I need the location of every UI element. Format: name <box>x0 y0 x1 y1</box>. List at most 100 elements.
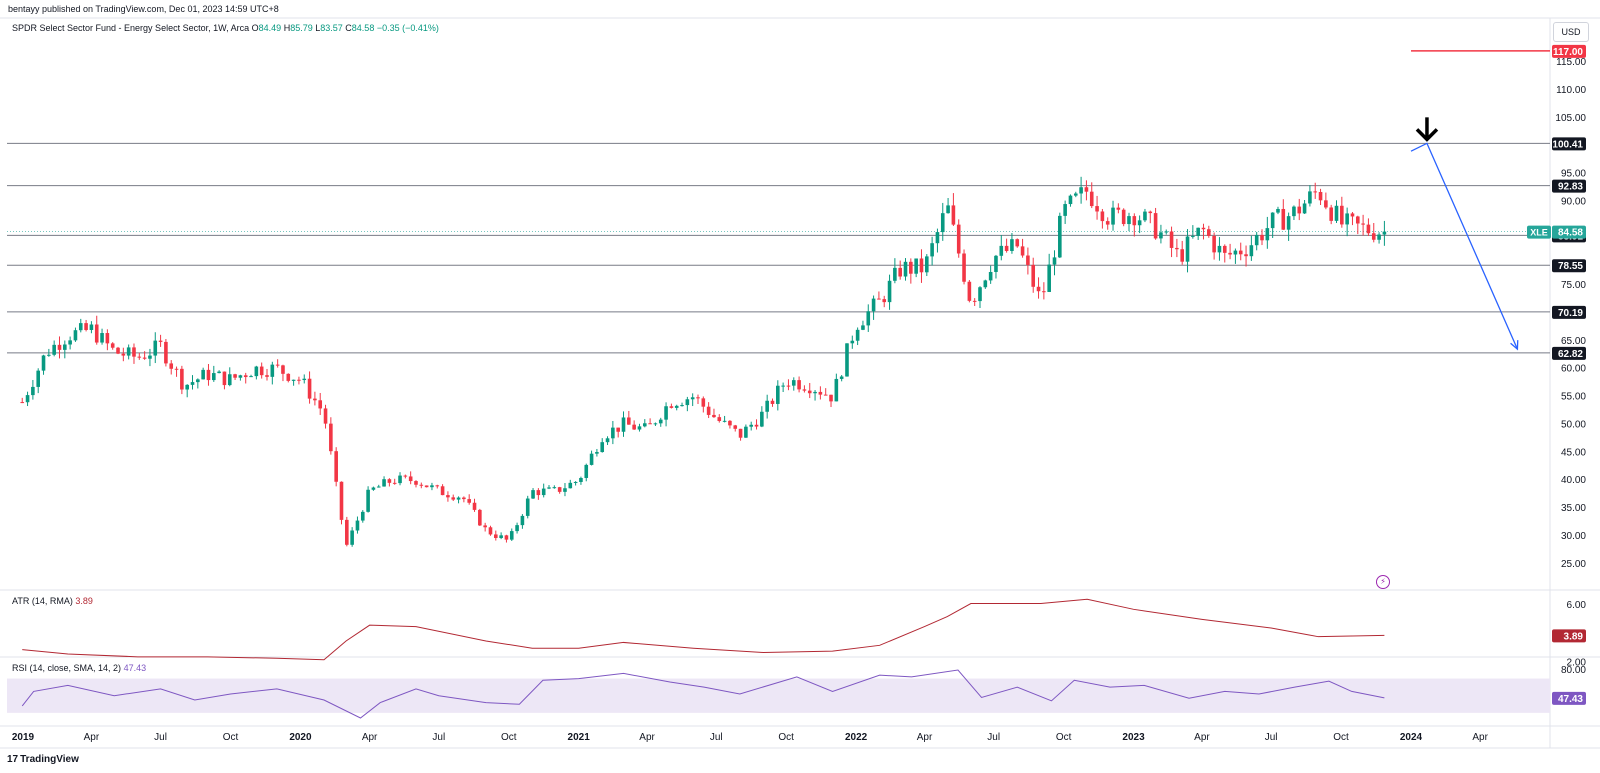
candle-body <box>451 497 456 500</box>
candle-body <box>611 427 615 439</box>
candle-body <box>1377 234 1381 240</box>
candle-body <box>776 385 780 404</box>
candle-body <box>318 400 323 409</box>
level-price-label: 78.55 <box>1558 261 1583 272</box>
down-arrow-icon <box>1415 128 1439 142</box>
candle-body <box>169 363 174 369</box>
candle-body <box>126 347 131 356</box>
price-tick-label: 50.00 <box>1561 419 1586 430</box>
rsi-value-label: 47.43 <box>1558 694 1583 705</box>
candle-body <box>956 224 961 254</box>
candle-body <box>600 442 605 453</box>
candle-body <box>664 406 668 420</box>
candle-body <box>717 417 722 422</box>
candle-body <box>185 384 189 390</box>
candle-body <box>217 371 221 374</box>
level-price-tag <box>1552 137 1586 151</box>
candle-body <box>174 368 179 370</box>
candle-body <box>722 420 727 422</box>
candle-body <box>254 366 259 377</box>
candle-body <box>1159 232 1163 239</box>
time-tick-label: Oct <box>1056 732 1072 743</box>
price-tick-label: 35.00 <box>1561 503 1586 514</box>
level-price-label: 92.83 <box>1558 182 1583 193</box>
atr-pane: 6.00 2.00 3.89 <box>22 598 1587 669</box>
candle-body <box>504 535 509 540</box>
candle-body <box>802 389 807 391</box>
close-value: 84.58 <box>351 23 375 33</box>
candle-body <box>882 299 887 303</box>
candle-body <box>366 489 370 512</box>
rsi-value-tag <box>1552 691 1586 705</box>
price-tick-label: 55.00 <box>1561 392 1586 403</box>
level-price-tag <box>1552 346 1586 360</box>
candle-body <box>430 485 434 488</box>
candle-body <box>914 258 918 274</box>
candle-body <box>823 394 828 396</box>
level-price-tag <box>1552 305 1586 319</box>
candle-body <box>1052 257 1057 265</box>
candle-body <box>1366 224 1371 234</box>
candle-body <box>63 344 67 350</box>
candle-body <box>1148 211 1153 214</box>
candle-body <box>744 426 748 438</box>
candle-body <box>1212 235 1216 253</box>
candle-body <box>765 400 769 412</box>
candle-body <box>845 343 849 377</box>
rsi-band <box>7 678 1550 713</box>
open-label: O <box>251 23 259 33</box>
candle-body <box>967 281 972 301</box>
candle-body <box>541 488 546 496</box>
candle-body <box>355 520 360 531</box>
candle-body <box>73 330 78 341</box>
candle-body <box>536 490 541 496</box>
lightning-icon[interactable]: ⚡ <box>1376 575 1390 589</box>
candle-body <box>47 354 51 356</box>
projection-drawing <box>1410 117 1519 351</box>
candle-body <box>222 371 227 386</box>
candle-body <box>1196 227 1200 236</box>
atr-tick-label: 6.00 <box>1567 600 1587 611</box>
candle-body <box>100 333 104 343</box>
high-label: H <box>283 23 291 33</box>
candle-body <box>382 479 386 487</box>
candle-body <box>408 476 413 482</box>
candle-body <box>547 487 551 489</box>
time-tick-label: 2020 <box>289 732 312 743</box>
candle-body <box>89 324 94 330</box>
price-axis: 115.00 110.00 105.00 95.00 90.00 75.00 65.00 60… <box>1527 44 1586 570</box>
candle-body <box>41 355 46 371</box>
candle-body <box>424 485 429 488</box>
candle-body <box>164 341 168 364</box>
time-tick-label: 2019 <box>12 732 35 743</box>
candle-body <box>1345 213 1349 225</box>
candle-body <box>132 347 136 357</box>
atr-legend-value: 3.89 <box>75 596 93 606</box>
candle-body <box>1164 231 1169 233</box>
candle-body <box>211 373 216 381</box>
candle-body <box>1121 209 1126 225</box>
time-tick-label: Jul <box>154 732 167 743</box>
candle-body <box>1329 207 1333 221</box>
candle-body <box>605 438 610 443</box>
candle-body <box>1265 228 1270 241</box>
atr-value-tag <box>1552 629 1586 643</box>
low-label: L <box>315 23 321 33</box>
candle-body <box>1191 235 1195 237</box>
candle-body <box>728 420 732 426</box>
candle-body <box>988 271 993 281</box>
candle-body <box>1324 200 1328 208</box>
time-tick-label: Jul <box>710 732 723 743</box>
currency-button[interactable]: USD <box>1553 22 1589 42</box>
candle-body <box>270 364 275 377</box>
candle-body <box>1260 234 1264 241</box>
candle-body <box>568 482 573 489</box>
candle-body <box>999 245 1004 256</box>
candle-body <box>642 423 647 427</box>
candle-body <box>1334 205 1339 221</box>
candle-body <box>1143 211 1147 221</box>
candle-body <box>1201 227 1206 230</box>
candle-body <box>1084 187 1089 192</box>
candle-body <box>786 385 791 387</box>
